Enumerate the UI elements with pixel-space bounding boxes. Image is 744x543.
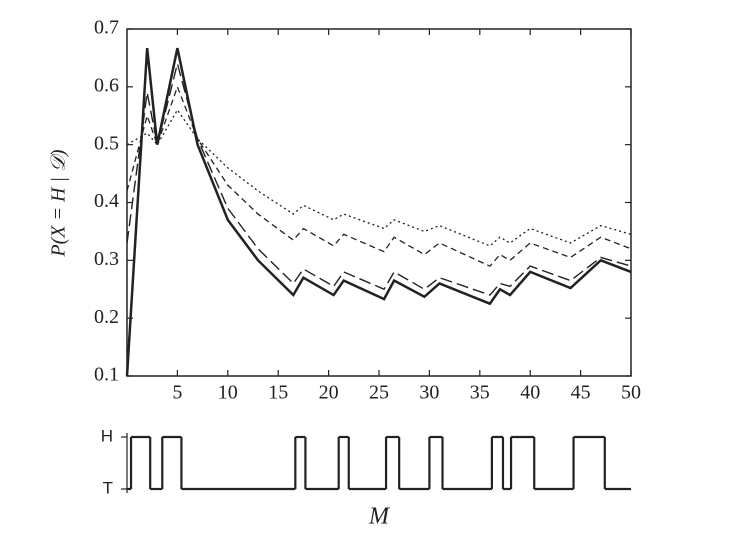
x-tick-label: 45 (571, 382, 591, 404)
y-tick-label: 0.5 (94, 132, 119, 154)
y-tick-label: 0.7 (94, 17, 119, 39)
x-tick-label: 35 (470, 382, 490, 404)
line-series (126, 108, 632, 247)
y-tick-label: 0.1 (94, 364, 119, 386)
x-axis-label: M (368, 504, 391, 530)
x-tick-label: 20 (319, 382, 339, 404)
y-tick-label: 0.6 (94, 74, 119, 96)
line-series (126, 60, 632, 296)
x-tick-label: 40 (520, 382, 540, 404)
y-tick-label: H (101, 426, 113, 445)
y-tick-label: 0.4 (94, 190, 119, 212)
line-series (126, 84, 632, 267)
x-tick-label: 25 (369, 382, 389, 404)
x-tick-label: 5 (172, 382, 182, 404)
y-tick-label: 0.2 (94, 306, 119, 328)
y-tick-label: 0.3 (94, 248, 119, 270)
plot-frame (126, 28, 632, 377)
x-tick-label: 50 (621, 382, 641, 404)
x-tick-label: 15 (268, 382, 288, 404)
x-tick-label: 10 (218, 382, 238, 404)
line-series (125, 47, 632, 377)
x-tick-label: 30 (419, 382, 439, 404)
y-axis-label: P(X = H | 𝒟) (48, 149, 70, 257)
y-tick-label: T (103, 478, 113, 497)
